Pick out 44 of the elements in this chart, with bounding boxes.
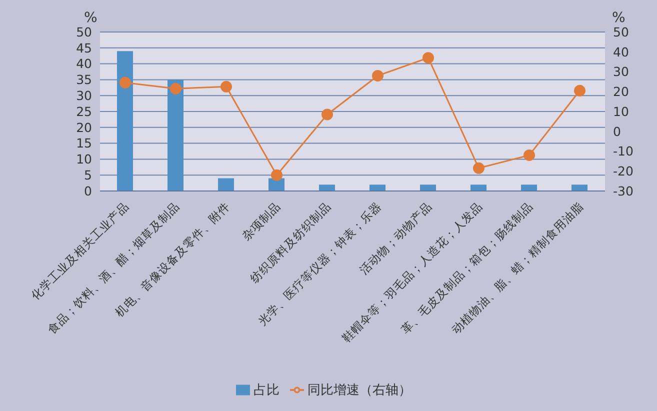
point [271,169,282,181]
point [120,76,131,88]
y-tick-label: 35 [76,72,92,88]
bar [218,178,234,191]
y2-tick-label: -20 [613,164,634,179]
y2-tick-label: -30 [613,183,634,198]
y-axis-title: % [84,10,98,26]
y2-tick-label: 0 [613,124,621,139]
y2-tick-label: 20 [613,84,629,100]
y-tick-label: 50 [76,24,92,40]
bar [572,184,588,191]
point [524,149,535,161]
bar [521,184,537,191]
y-tick-label: 25 [76,104,92,119]
point [574,84,586,96]
y-tick-label: 45 [76,40,92,56]
bar [470,184,486,191]
y2-tick-label: 10 [613,104,629,119]
y-tick-label: 5 [84,168,92,183]
point [322,108,333,120]
bar [319,184,335,191]
bar [420,184,436,191]
point [170,82,182,94]
legend-label: 同比增速（右轴） [308,383,412,398]
point [372,70,384,82]
y-tick-label: 40 [76,56,92,72]
y-tick-label: 0 [84,183,92,198]
y2-axis-title: % [612,10,626,26]
legend-label: 占比 [254,383,280,398]
point [473,162,484,174]
y2-tick-label: -10 [613,144,634,159]
y2-tick-label: 30 [613,64,629,80]
y2-tick-label: 40 [613,44,629,60]
y-tick-label: 15 [76,136,92,151]
y2-tick-label: 50 [613,24,629,40]
point [220,80,232,92]
x-tick-label: 杂项制品 [239,199,283,244]
bar [117,51,133,191]
point [422,52,434,64]
bar [370,184,386,191]
bar [168,80,184,191]
y-tick-label: 30 [76,88,92,104]
y-tick-label: 20 [76,120,92,135]
y-tick-label: 10 [76,152,92,167]
